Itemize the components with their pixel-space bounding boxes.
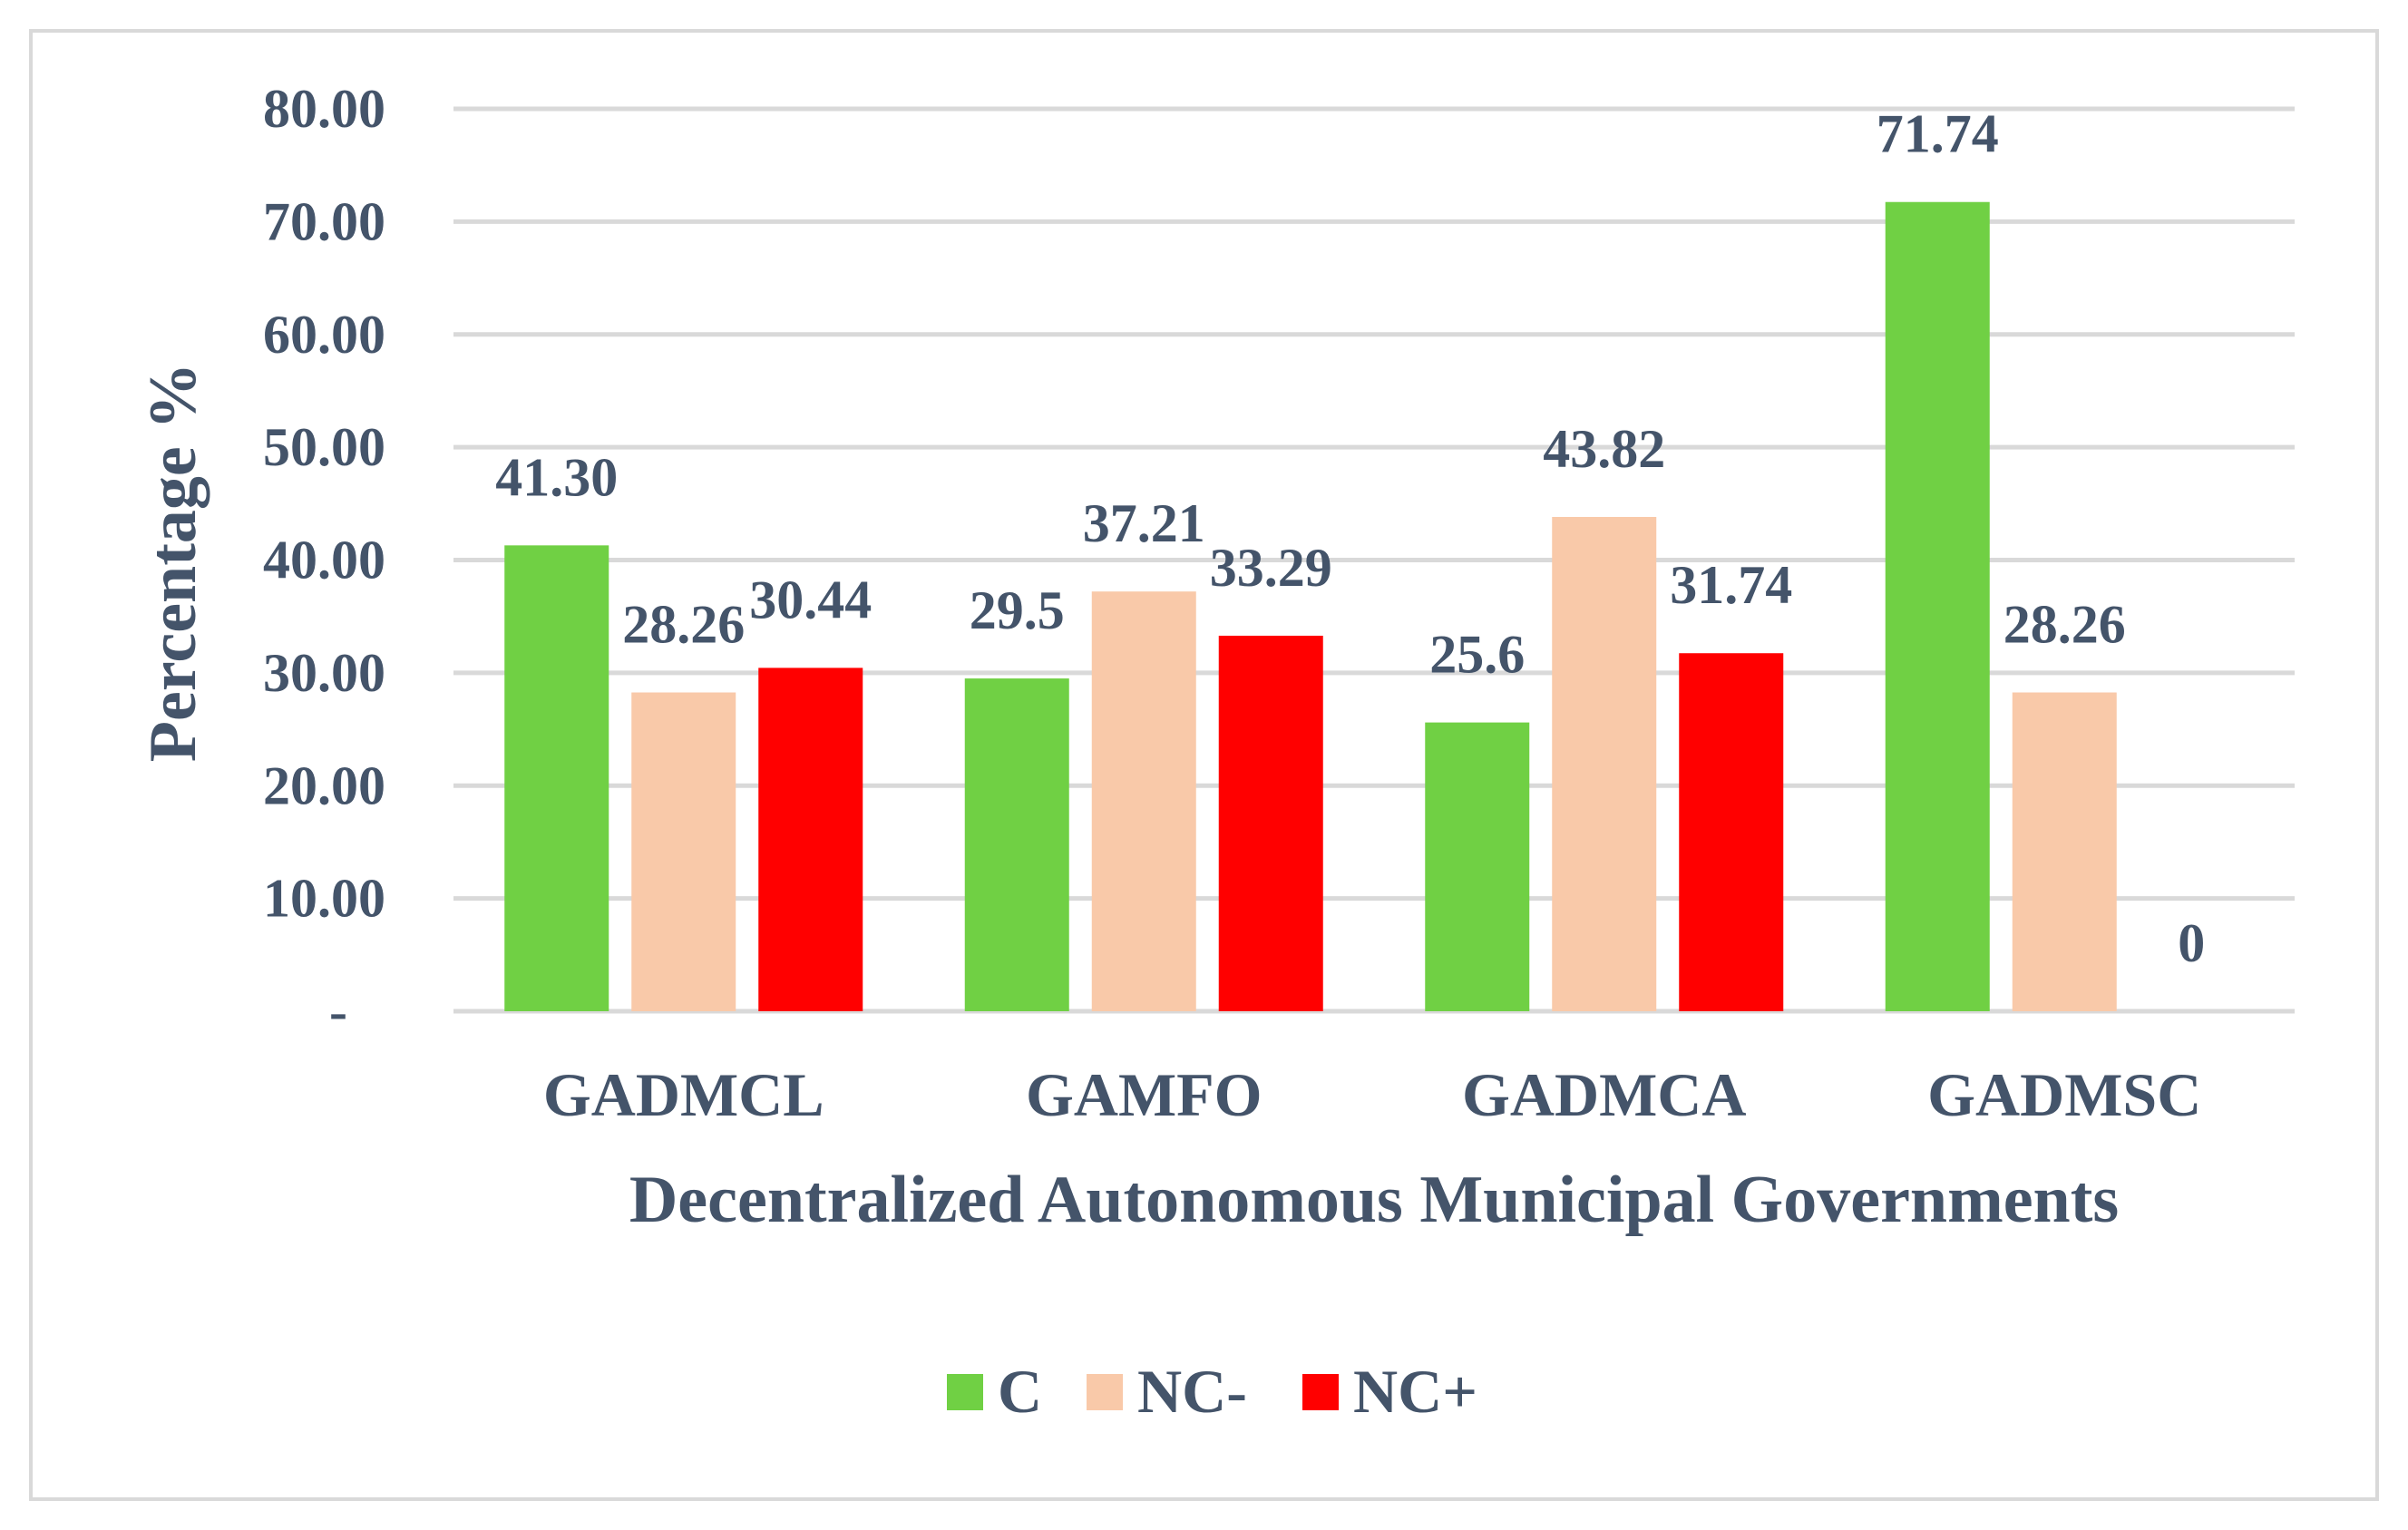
data-label: 28.26 (622, 595, 745, 655)
y-tick-label: 40.00 (263, 531, 385, 590)
x-axis-title: Decentralized Autonomous Municipal Gover… (629, 1163, 2119, 1237)
category-label: GADMCL (543, 1060, 824, 1129)
bar-nc-gadmsc (2012, 692, 2117, 1011)
x-axis-categories: GADMCL GAMFO GADMCA GADMSC (543, 1060, 2201, 1129)
bar-nc-gadmca (1552, 516, 1657, 1011)
data-label: 25.6 (1429, 625, 1525, 685)
data-label: 30.44 (749, 570, 872, 629)
y-tick-label: 30.00 (263, 643, 385, 703)
y-tick-label: 20.00 (263, 755, 385, 815)
bar-nc-gadmca (1679, 653, 1784, 1011)
bars (504, 201, 2117, 1011)
data-label: 43.82 (1543, 419, 1665, 479)
y-tick-label: 80.00 (263, 79, 385, 139)
category-label: GAMFO (1026, 1060, 1262, 1129)
data-label: 31.74 (1670, 555, 1792, 615)
category-label: GADMCA (1462, 1060, 1747, 1129)
data-label: 0 (2178, 913, 2205, 973)
legend-swatch (1087, 1374, 1123, 1410)
y-tick-label: 10.00 (263, 869, 385, 929)
data-label: 37.21 (1083, 493, 1205, 553)
data-label: 33.29 (1210, 538, 1332, 598)
data-label: 28.26 (2003, 595, 2126, 655)
y-tick-label: - (329, 981, 347, 1041)
legend-swatch (1302, 1374, 1339, 1410)
legend-label: C (998, 1357, 1042, 1426)
y-axis-ticks: - 10.00 20.00 30.00 40.00 50.00 60.00 70.00 80.0… (263, 79, 385, 1041)
y-tick-label: 70.00 (263, 191, 385, 251)
y-tick-label: 50.00 (263, 417, 385, 477)
bar-nc-gamfo (1091, 591, 1196, 1011)
bar-c-gamfo (964, 678, 1069, 1011)
y-tick-label: 60.00 (263, 305, 385, 365)
bar-nc-gadmcl (758, 668, 863, 1011)
y-axis-title: Percentage % (136, 363, 210, 762)
data-label: 29.5 (970, 580, 1065, 640)
legend-label: NC- (1137, 1357, 1247, 1426)
bar-c-gadmca (1425, 722, 1530, 1011)
bar-nc-gamfo (1218, 635, 1323, 1011)
legend-label: NC+ (1353, 1357, 1477, 1426)
bar-c-gadmcl (504, 545, 609, 1011)
bar-c-gadmsc (1885, 201, 1990, 1011)
legend: C NC- NC+ (947, 1357, 1477, 1426)
data-label: 41.30 (495, 447, 618, 507)
legend-swatch (947, 1374, 983, 1410)
bar-nc-gadmcl (631, 692, 736, 1011)
category-label: GADMSC (1927, 1060, 2201, 1129)
data-label: 71.74 (1877, 104, 1999, 164)
